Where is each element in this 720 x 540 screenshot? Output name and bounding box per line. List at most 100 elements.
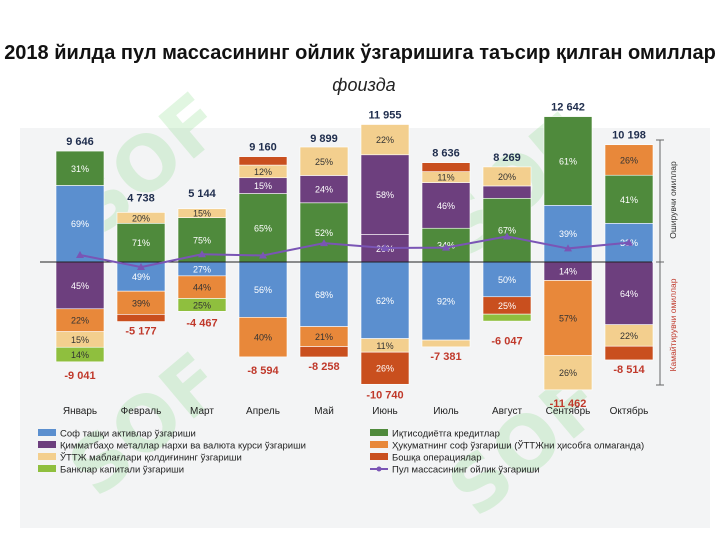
data-label: 26% <box>559 368 577 378</box>
data-label: 25% <box>315 157 333 167</box>
bar-segment <box>299 175 349 204</box>
total-positive-label: 9 899 <box>310 133 338 145</box>
data-label: 46% <box>437 201 455 211</box>
bar-segment <box>116 314 166 322</box>
legend-swatch <box>38 465 56 472</box>
data-label: 31% <box>71 164 89 174</box>
x-tick-label: Октябрь <box>610 405 649 417</box>
bar-segment <box>482 166 532 187</box>
total-positive-label: 9 646 <box>66 136 94 148</box>
data-label: 22% <box>71 316 89 326</box>
total-negative-label: -9 041 <box>64 370 95 382</box>
side-label-positive: Оширувчи омиллар <box>668 161 678 239</box>
line-marker <box>198 250 206 258</box>
total-positive-label: 8 269 <box>493 152 521 164</box>
data-label: 12% <box>254 167 272 177</box>
total-positive-label: 11 955 <box>368 110 401 122</box>
data-label: 25% <box>498 301 516 311</box>
x-tick-label: Апрель <box>246 406 280 417</box>
data-label: 67% <box>498 226 516 236</box>
line-marker <box>442 243 450 251</box>
data-label: 45% <box>71 281 89 291</box>
bar-segment <box>360 124 410 156</box>
total-negative-label: -4 467 <box>186 317 217 329</box>
total-negative-label: -10 740 <box>366 390 403 402</box>
data-label: 11% <box>437 173 454 183</box>
bar-segment <box>238 156 288 166</box>
total-positive-label: 9 160 <box>249 142 277 154</box>
bar-segment <box>55 346 105 363</box>
data-label: 69% <box>71 219 89 229</box>
data-label: 15% <box>71 335 89 345</box>
total-positive-label: 12 642 <box>551 102 585 114</box>
legend-label: Пул массасининг ойлик ўзгариши <box>392 465 540 476</box>
legend-label: Банклар капитали ўзгариши <box>60 465 184 476</box>
data-label: 62% <box>376 296 394 306</box>
data-label: 22% <box>620 331 638 341</box>
x-tick-label: Май <box>314 406 334 417</box>
data-label: 44% <box>193 283 211 293</box>
bar-segment <box>482 185 532 199</box>
data-label: 71% <box>132 238 150 248</box>
legend-label: Қимматбаҳо металлар нархи ва валюта курс… <box>60 441 306 452</box>
data-label: 22% <box>376 135 394 145</box>
line-marker <box>381 244 389 252</box>
bar-segment <box>421 339 471 348</box>
bar-segment <box>421 162 471 172</box>
data-label: 25% <box>193 300 211 310</box>
data-label: 40% <box>254 333 272 343</box>
data-label: 41% <box>620 195 638 205</box>
line-marker <box>76 251 84 259</box>
line-marker <box>564 244 572 252</box>
data-label: 50% <box>498 275 516 285</box>
data-label: 15% <box>254 181 272 191</box>
data-label: 14% <box>559 267 577 277</box>
legend-swatch <box>38 441 56 448</box>
bar-segment <box>360 154 410 235</box>
data-label: 26% <box>376 364 394 374</box>
total-negative-label: -7 381 <box>430 351 461 363</box>
bar-segment <box>55 150 105 186</box>
bar-segment <box>299 146 349 176</box>
data-label: 52% <box>315 228 333 238</box>
title-block: 2018 йилда пул массасининг ойлик ўзгариш… <box>0 38 720 102</box>
bar-segment <box>421 261 471 341</box>
bar-segment <box>421 182 471 229</box>
legend-swatch <box>370 441 388 448</box>
data-label: 14% <box>71 350 89 360</box>
legend-swatch <box>370 429 388 436</box>
legend-label: Ҳукуматнинг соф ўзгариши (ЎТТЖни ҳисобга… <box>392 440 644 452</box>
data-label: 21% <box>315 332 333 342</box>
bar-segment <box>299 202 349 263</box>
bar-segment <box>238 193 288 263</box>
total-negative-label: -11 462 <box>550 398 587 410</box>
total-negative-label: -8 594 <box>247 365 279 377</box>
bar-segment <box>177 208 227 218</box>
bar-segment <box>177 298 227 312</box>
side-label-negative: Камайтирувчи омиллар <box>668 278 678 371</box>
legend-label: Иқтисодиётга кредитлар <box>392 429 500 440</box>
bar-segment <box>116 212 166 224</box>
total-negative-label: -8 258 <box>308 361 339 373</box>
bar-segment <box>299 261 349 327</box>
data-label: 56% <box>254 285 272 295</box>
line-marker <box>320 239 328 247</box>
bar-segment <box>360 261 410 339</box>
total-positive-label: 5 144 <box>188 188 216 200</box>
x-tick-label: Март <box>190 406 214 417</box>
bar-segment <box>543 355 593 391</box>
legend-label: Соф ташқи активлар ўзгариши <box>60 429 196 440</box>
bar-segment <box>482 197 532 263</box>
bar-segment <box>482 313 532 322</box>
data-label: 65% <box>254 223 272 233</box>
data-label: 61% <box>559 156 577 166</box>
data-label: 20% <box>498 172 516 182</box>
line-marker <box>503 232 511 240</box>
legend-label: ЎТТЖ маблағлари қолдиғининг ўзгариши <box>60 452 242 464</box>
total-negative-label: -5 177 <box>125 326 156 338</box>
bar-segment <box>543 116 593 206</box>
total-positive-label: 10 198 <box>612 130 646 142</box>
bar-segment <box>604 261 654 325</box>
data-label: 26% <box>620 155 638 165</box>
